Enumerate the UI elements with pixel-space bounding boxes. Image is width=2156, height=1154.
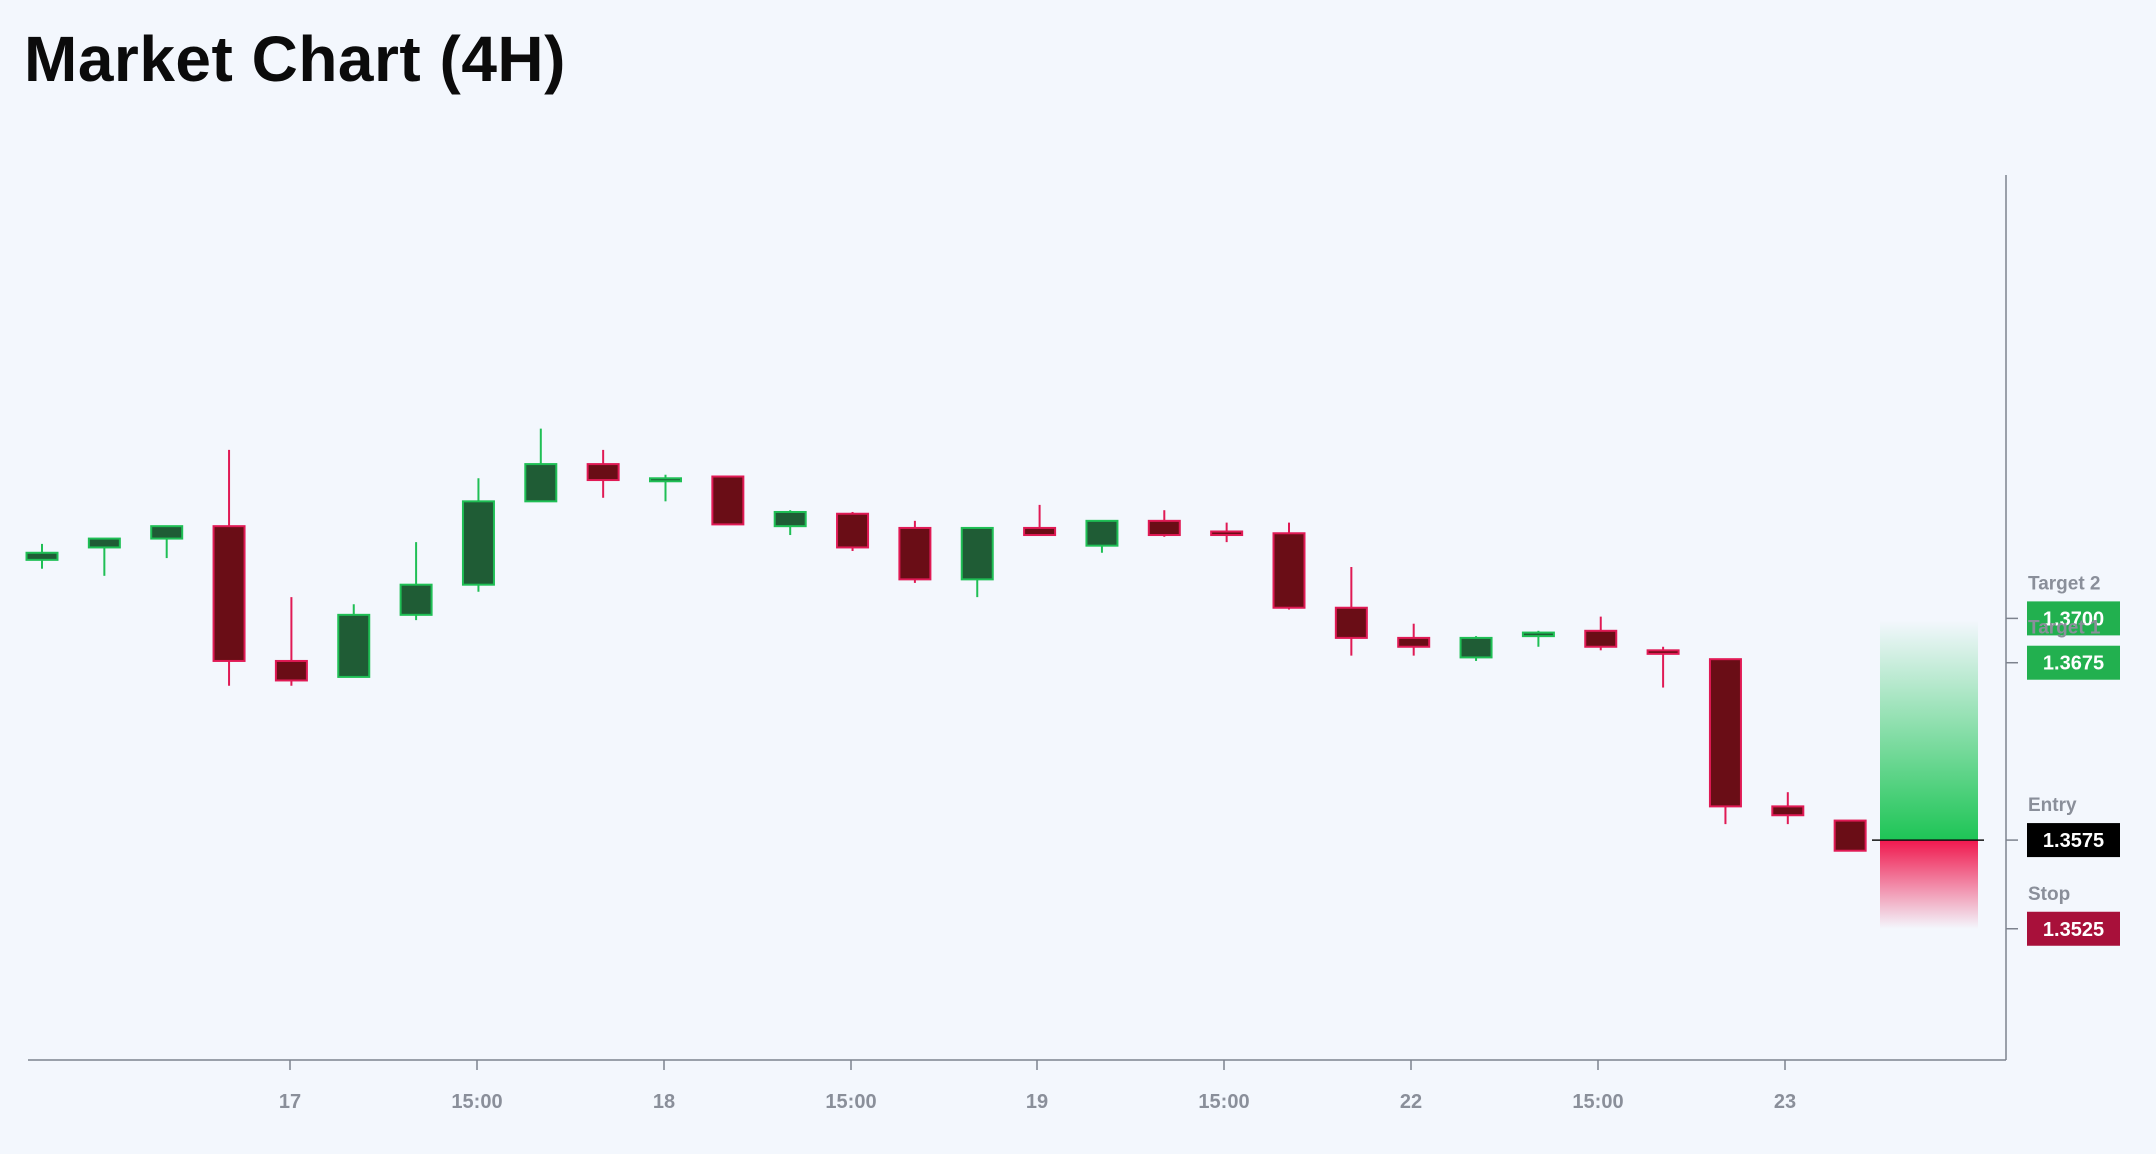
candle — [898, 520, 932, 583]
level-badge — [2027, 823, 2120, 858]
x-tick-label: 15:00 — [1198, 1091, 1249, 1113]
candle-body — [524, 463, 558, 503]
candle — [1646, 646, 1680, 688]
candle — [711, 475, 745, 526]
x-axis-ticks: 17 15:00 18 15:00 19 15:00 22 15:00 23 — [279, 1060, 1796, 1113]
candle — [1584, 616, 1618, 651]
candle-body — [773, 510, 807, 528]
axes — [28, 175, 2007, 1061]
candle — [1521, 630, 1555, 647]
candle-body — [1023, 526, 1057, 537]
stop-zone — [1880, 840, 1978, 929]
candle-body — [1334, 606, 1368, 639]
candle — [399, 542, 433, 621]
candle — [150, 525, 184, 559]
candle — [1833, 819, 1867, 852]
candle-body — [836, 512, 870, 549]
candle-body — [898, 526, 932, 581]
candle — [773, 510, 807, 536]
candle — [960, 526, 994, 598]
level-name: Entry — [2028, 795, 2077, 816]
candle-body — [1397, 636, 1431, 648]
candle-body — [1085, 519, 1119, 547]
x-tick-label: 15:00 — [825, 1091, 876, 1113]
candle-body — [960, 526, 994, 581]
candle-body — [1833, 819, 1867, 852]
candle — [524, 428, 558, 503]
candle-body — [1584, 629, 1618, 648]
candle — [461, 478, 495, 592]
candle — [1272, 522, 1306, 610]
candle-body — [1210, 530, 1244, 537]
x-tick-label: 19 — [1026, 1091, 1048, 1113]
candle — [836, 511, 870, 551]
level-name: Target 2 — [2028, 573, 2101, 594]
candle — [586, 449, 620, 498]
candle — [1210, 522, 1244, 543]
candle-body — [1646, 649, 1680, 655]
level-value: 1.3700 — [2043, 608, 2104, 630]
chart-title: Market Chart (4H) — [24, 23, 566, 95]
x-tick-label: 23 — [1774, 1091, 1796, 1113]
candle-body — [711, 475, 745, 526]
candles — [25, 428, 1867, 852]
candle — [1397, 623, 1431, 656]
x-tick-label: 18 — [653, 1091, 675, 1113]
candle-body — [87, 537, 121, 549]
candle — [212, 449, 246, 686]
x-tick-label: 15:00 — [451, 1091, 502, 1113]
candle — [649, 474, 682, 502]
candle-body — [461, 500, 495, 586]
level-value: 1.3675 — [2043, 653, 2104, 675]
candle — [274, 597, 308, 686]
level-value: 1.3525 — [2043, 919, 2104, 941]
candle — [337, 604, 371, 678]
candle — [1085, 519, 1119, 553]
candle — [25, 543, 59, 569]
candle-body — [337, 613, 371, 678]
trade-zones — [1872, 620, 1984, 929]
level-badge — [2027, 601, 2120, 636]
candle-body — [649, 477, 682, 483]
candle — [1459, 636, 1493, 661]
candle-body — [399, 583, 433, 616]
candle-body — [586, 463, 620, 482]
target-zone — [1880, 620, 1978, 841]
candle — [1771, 792, 1805, 825]
level-name: Target 1 — [2028, 618, 2101, 639]
candle-body — [1771, 805, 1805, 817]
candle — [87, 537, 121, 576]
x-tick-label: 15:00 — [1572, 1091, 1623, 1113]
candle — [1708, 658, 1742, 825]
level-name: Stop — [2028, 884, 2070, 905]
level-value: 1.3575 — [2043, 830, 2104, 852]
candle — [1334, 566, 1368, 656]
candle-body — [1521, 631, 1555, 638]
candle-body — [212, 525, 246, 662]
candle-body — [25, 551, 59, 561]
candle — [1147, 510, 1181, 537]
candle — [1023, 504, 1057, 537]
candle-body — [1147, 519, 1181, 537]
x-tick-label: 17 — [279, 1091, 301, 1113]
candle-body — [1708, 658, 1742, 808]
level-badge — [2027, 645, 2120, 680]
level-badge — [2027, 911, 2120, 946]
candle-body — [1272, 532, 1306, 609]
candle-body — [1459, 636, 1493, 659]
candle-body — [274, 659, 308, 682]
candle-body — [150, 525, 184, 540]
x-tick-label: 22 — [1400, 1091, 1422, 1113]
